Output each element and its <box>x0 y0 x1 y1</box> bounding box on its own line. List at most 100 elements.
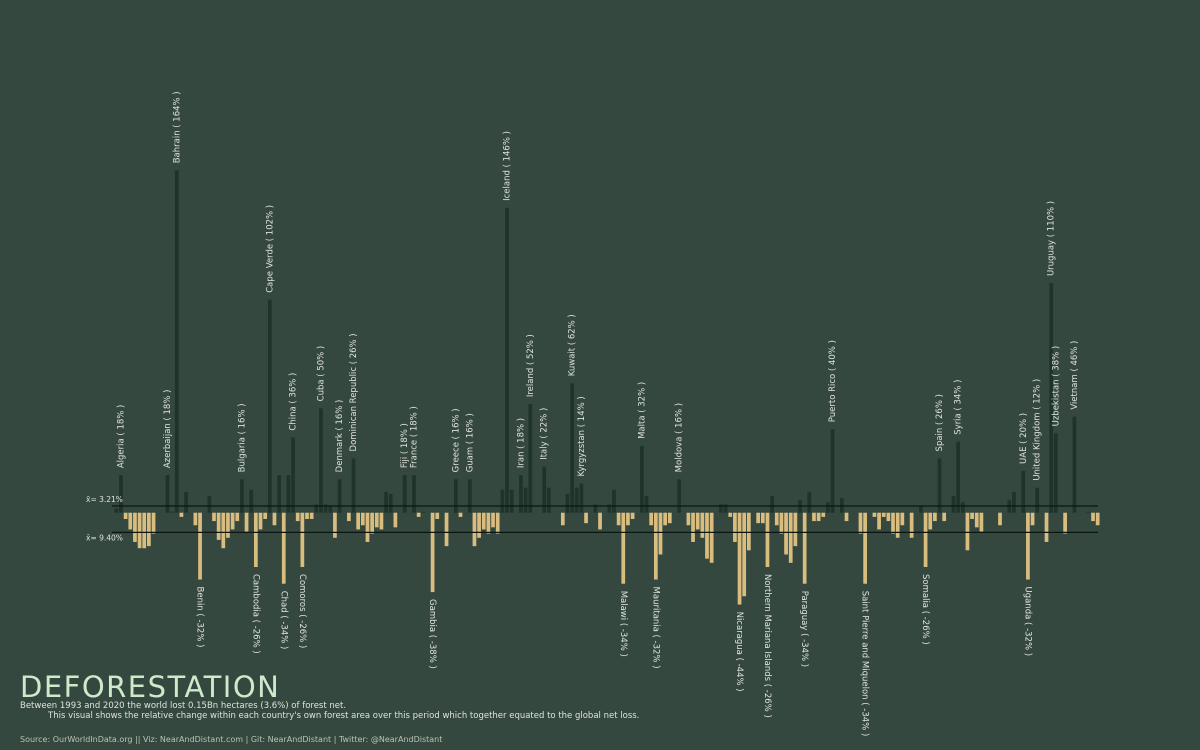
bar <box>942 512 947 522</box>
bar <box>621 512 626 584</box>
bar <box>746 512 751 551</box>
bar <box>365 512 370 542</box>
bar <box>816 512 821 522</box>
bar <box>788 512 793 563</box>
bar <box>207 496 212 513</box>
bar <box>863 512 867 584</box>
bar <box>593 504 598 513</box>
bar <box>384 491 388 513</box>
bar <box>951 496 956 513</box>
bar <box>677 479 681 513</box>
bar <box>779 512 784 534</box>
bar <box>263 512 268 519</box>
bar <box>1063 512 1067 534</box>
bar <box>919 506 923 513</box>
bar <box>667 512 672 524</box>
bar <box>956 441 961 513</box>
bar <box>547 487 551 513</box>
bar <box>937 458 942 513</box>
bar <box>472 512 477 547</box>
bar-label: Iceland ( 146% ) <box>503 131 513 201</box>
bar <box>928 512 933 530</box>
bar <box>305 512 309 519</box>
bar <box>886 512 891 522</box>
bar <box>1091 512 1095 522</box>
bar <box>142 512 147 549</box>
bar <box>802 512 807 584</box>
bar <box>133 512 137 542</box>
bar <box>267 299 272 513</box>
bar <box>412 475 416 513</box>
bar-label: United Kingdom ( 12% ) <box>1033 379 1043 481</box>
bar-label: Syria ( 34% ) <box>954 380 964 435</box>
bar <box>612 489 616 513</box>
bar-label: Benin ( -32% ) <box>195 587 205 648</box>
bar <box>114 508 119 513</box>
bar <box>509 489 514 513</box>
bar <box>430 512 435 593</box>
bar-label: Bulgaria ( 16% ) <box>237 403 247 472</box>
bar <box>598 512 602 530</box>
bar <box>123 512 128 519</box>
bar <box>388 493 393 513</box>
bar-label: Greece ( 16% ) <box>451 408 461 472</box>
bar <box>416 512 421 517</box>
bar <box>235 512 240 522</box>
bar <box>705 512 709 559</box>
bar <box>649 512 654 526</box>
bar <box>444 512 449 547</box>
bar-label: Somalia ( -26% ) <box>920 574 930 645</box>
bar <box>1072 416 1077 513</box>
bar <box>565 493 570 513</box>
bar <box>1035 487 1040 513</box>
bar <box>640 445 644 513</box>
bar <box>663 512 667 526</box>
bar <box>467 479 472 513</box>
bar <box>574 487 579 513</box>
bar <box>277 475 281 513</box>
bar-label: Chad ( -34% ) <box>278 591 288 650</box>
bar-label: Uganda ( -32% ) <box>1022 587 1032 657</box>
source: Source: OurWorldInData.org || Viz: NearA… <box>20 735 442 744</box>
bar <box>435 512 440 519</box>
bar <box>198 512 202 580</box>
bar <box>1049 283 1054 513</box>
bar-label: Paraguay ( -34% ) <box>799 591 809 667</box>
bar <box>495 512 500 534</box>
bar <box>333 512 337 538</box>
bar <box>900 512 905 526</box>
mean-label: x̄= 3.21% <box>86 495 123 504</box>
bar <box>691 512 695 542</box>
bar <box>226 512 230 538</box>
bar <box>486 512 491 534</box>
bar <box>356 512 361 530</box>
bar <box>119 475 123 513</box>
bar <box>877 512 881 530</box>
bar-label: Mauritania ( -32% ) <box>650 587 660 669</box>
bar-label: Vietnam ( 46% ) <box>1070 341 1080 410</box>
bar <box>774 512 779 526</box>
bar <box>351 458 356 513</box>
bar <box>579 483 584 513</box>
bar <box>616 512 621 526</box>
bar <box>1021 470 1026 513</box>
bar-label: Algeria ( 18% ) <box>116 405 126 469</box>
bar <box>737 512 742 605</box>
bar <box>658 512 663 555</box>
bar <box>891 512 895 534</box>
bar <box>360 512 365 526</box>
bar <box>295 512 300 522</box>
bar <box>337 479 342 513</box>
bar <box>858 512 863 534</box>
bar-label: Malawi ( -34% ) <box>618 591 628 657</box>
bar <box>872 512 877 517</box>
bar <box>193 512 198 526</box>
bar <box>374 512 379 528</box>
bar-label: Comoros ( -26% ) <box>297 574 307 648</box>
bar-label: Dominican Republic ( 26% ) <box>349 333 359 451</box>
bar-label: Fiji ( 18% ) <box>400 423 410 468</box>
bar <box>319 408 323 513</box>
